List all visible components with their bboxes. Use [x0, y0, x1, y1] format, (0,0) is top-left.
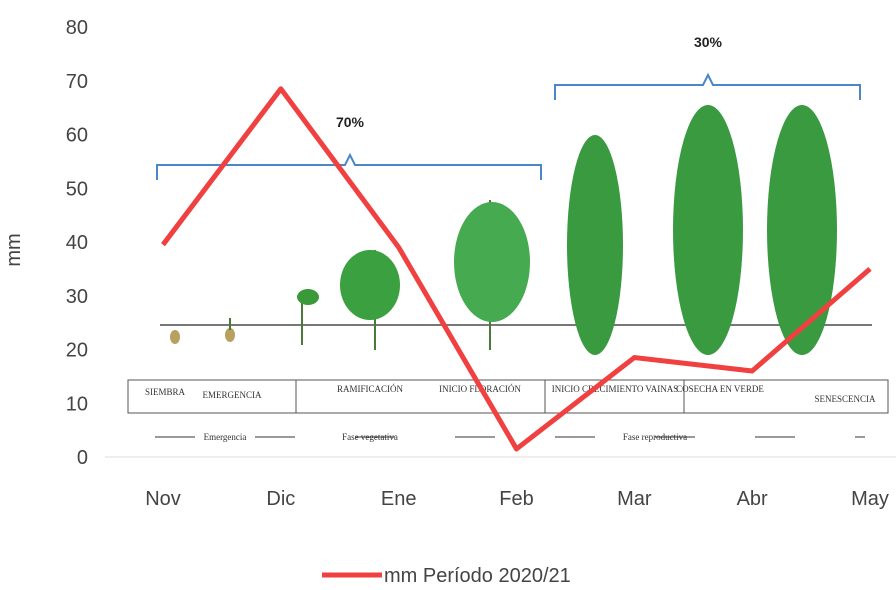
x-tick-label: Abr — [737, 488, 768, 510]
stage-label: INICIO CRECIMIENTO VAINAS — [552, 384, 679, 394]
legend-label: mm Período 2020/21 — [384, 565, 571, 587]
x-tick-label: May — [851, 488, 889, 510]
stage-label: EMERGENCIA — [203, 390, 262, 400]
phase-label: Fase reproductiva — [623, 432, 687, 442]
stage-label: SIEMBRA — [145, 387, 186, 397]
y-tick-label: 50 — [66, 178, 88, 200]
y-axis-label: mm — [3, 233, 25, 266]
y-tick-label: 20 — [66, 340, 88, 362]
y-tick-label: 10 — [66, 393, 88, 415]
stage-label: SENESCENCIA — [814, 394, 876, 404]
plant-illustration — [127, 72, 889, 438]
annotation: 70% — [336, 114, 365, 130]
stage-label: COSECHA EN VERDE — [676, 384, 764, 394]
stage-label: RAMIFICACIÓN — [337, 384, 404, 394]
x-tick-label: Nov — [145, 488, 181, 510]
phase-label: Fase vegetativa — [342, 432, 398, 442]
y-tick-label: 0 — [77, 447, 88, 469]
series-line — [161, 86, 872, 452]
y-tick-label: 60 — [66, 125, 88, 147]
x-tick-label: Dic — [266, 488, 295, 510]
phase-label: Emergencia — [204, 432, 247, 442]
y-tick-label: 80 — [66, 17, 88, 39]
annotation: 30% — [694, 34, 723, 50]
x-tick-label: Feb — [499, 488, 533, 510]
y-tick-label: 30 — [66, 286, 88, 308]
x-tick-label: Ene — [381, 488, 417, 510]
y-tick-label: 70 — [66, 71, 88, 93]
y-tick-label: 40 — [66, 232, 88, 254]
x-tick-label: Mar — [617, 488, 652, 510]
